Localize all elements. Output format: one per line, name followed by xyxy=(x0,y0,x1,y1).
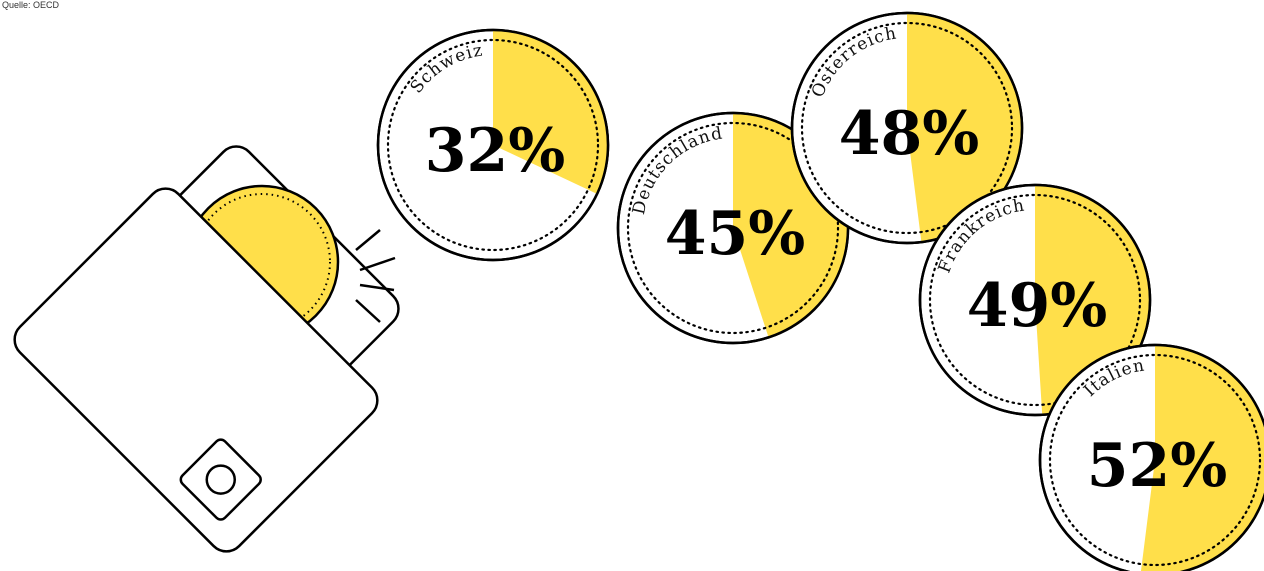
coin-dots xyxy=(626,121,840,335)
coin-dots xyxy=(928,193,1142,407)
coin-dots xyxy=(386,38,600,252)
wedge xyxy=(907,14,1021,242)
coin-rim xyxy=(790,11,1024,245)
coin-dots xyxy=(800,21,1014,235)
wallet xyxy=(13,145,400,553)
source: Quelle: OECD xyxy=(2,0,60,10)
coin-rim xyxy=(918,183,1152,417)
wedge xyxy=(493,31,607,194)
coin-rim xyxy=(376,28,610,262)
value-label: 49% xyxy=(967,271,1108,341)
value-label: 48% xyxy=(839,99,980,169)
value-label: 45% xyxy=(665,199,806,269)
wedge xyxy=(1140,346,1264,571)
value-label: 32% xyxy=(425,116,566,186)
coin-dots xyxy=(1048,353,1262,567)
coin-rim xyxy=(1038,343,1264,571)
value-label: 52% xyxy=(1087,431,1228,501)
